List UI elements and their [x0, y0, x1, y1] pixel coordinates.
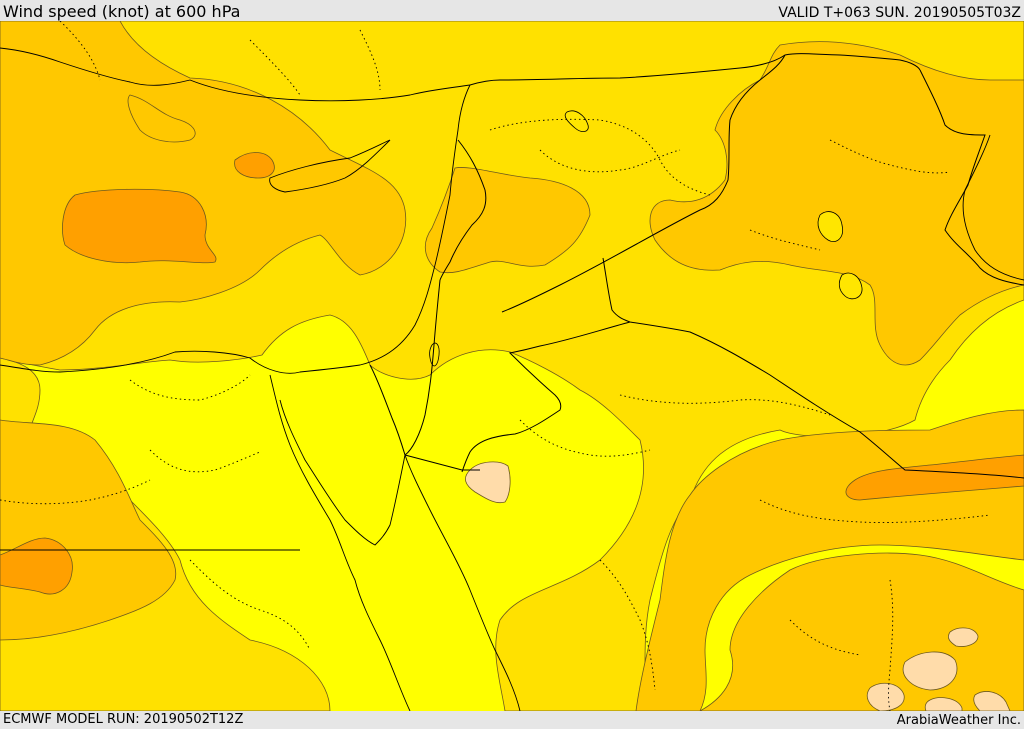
credit-label: ArabiaWeather Inc. — [896, 713, 1021, 728]
turkey-gold-patch — [127, 94, 196, 143]
admin-line-12 — [59, 21, 381, 96]
red-sea-suez-coast — [269, 374, 411, 711]
admin-line-10 — [149, 449, 261, 473]
admin-line-13 — [829, 139, 951, 174]
iraq-jordan-saudi-border — [602, 257, 1024, 479]
cyprus-outline — [269, 139, 391, 193]
admin-line-1 — [489, 118, 711, 196]
coastlines — [0, 47, 1024, 711]
egypt-orange-patch — [0, 537, 73, 595]
arabia-calm-patch-1 — [902, 651, 958, 691]
egypt-israel-border — [369, 364, 406, 456]
arabia-calm-patch-4 — [973, 691, 1011, 711]
iraq-iran-border — [919, 69, 1024, 286]
anatolia-coast — [0, 47, 471, 102]
aqaba-sinai-coast — [279, 399, 406, 546]
header-bar: Wind speed (knot) at 600 hPa VALID T+063… — [0, 0, 1024, 21]
dead-sea — [429, 342, 440, 367]
jordan-israel-border — [404, 279, 480, 471]
calm-patches — [465, 461, 1011, 711]
arabia-calm-patch-2 — [866, 682, 905, 711]
map-title: Wind speed (knot) at 600 hPa — [3, 2, 241, 21]
arabia-orange-patch — [845, 454, 1024, 501]
lebanon-syria-border — [439, 139, 487, 281]
levant-gold — [424, 167, 591, 274]
arabia-calm-patch-3 — [948, 627, 979, 647]
lake-tharthar — [817, 211, 843, 242]
gulf-coast — [962, 134, 1024, 281]
jordan-saudi-border — [461, 321, 631, 473]
admin-line-7 — [888, 579, 894, 711]
cyprus-orange-patch — [234, 152, 275, 179]
levant-egypt-coast — [0, 84, 471, 374]
syria-iraq-border — [501, 54, 786, 313]
footer-bar: ECMWF MODEL RUN: 20190502T12Z ArabiaWeat… — [0, 711, 1024, 729]
model-run-label: ECMWF MODEL RUN: 20190502T12Z — [3, 712, 244, 727]
admin-boundaries — [0, 21, 991, 711]
admin-line-3 — [619, 394, 831, 416]
contour-band-orange — [0, 152, 1024, 595]
iraq-gold — [649, 41, 1024, 366]
admin-line-5 — [599, 559, 656, 691]
wind-speed-map — [0, 21, 1024, 711]
admin-line-11 — [0, 479, 151, 505]
admin-line-2 — [539, 149, 681, 173]
country-borders — [0, 53, 1024, 551]
arabia-calm-patch-5 — [924, 697, 963, 711]
valid-time-label: VALID T+063 SUN. 20190505T03Z — [778, 5, 1021, 21]
lake-razazza — [838, 272, 863, 300]
jordan-calm-patch — [465, 461, 511, 504]
turkey-syria-border — [469, 53, 921, 86]
admin-line-15 — [189, 559, 311, 651]
arabian-red-sea-coast — [404, 454, 521, 711]
med-orange-patch — [62, 188, 217, 264]
